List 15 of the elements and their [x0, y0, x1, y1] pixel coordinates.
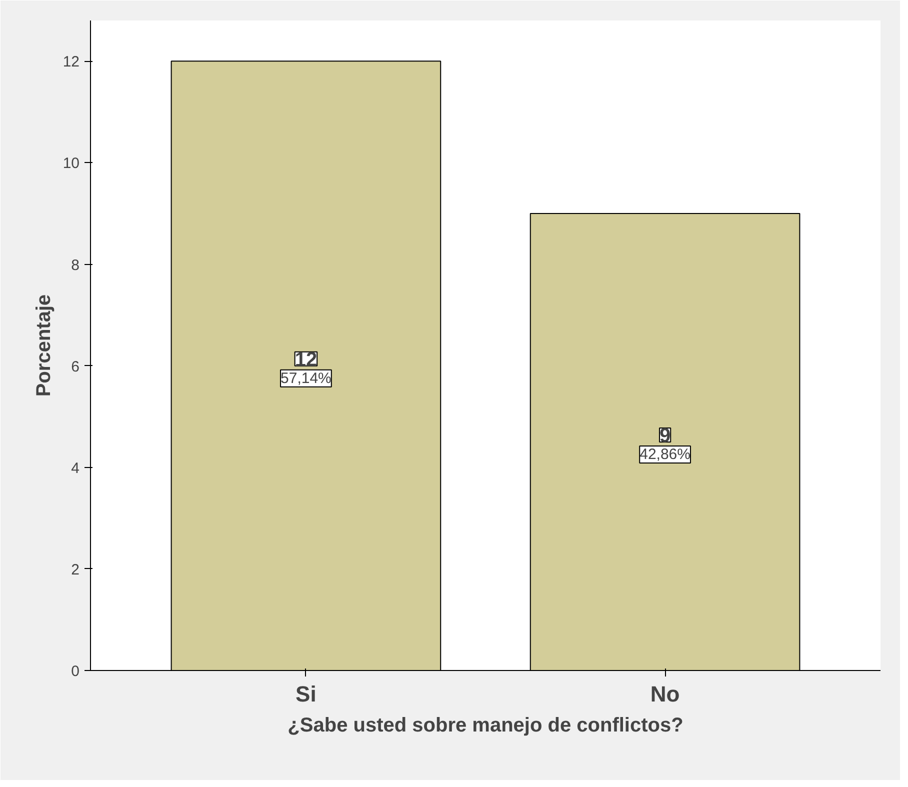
annotation: 42,86% — [640, 446, 690, 463]
data-label: 12 — [294, 348, 318, 371]
data-label: 9 — [659, 424, 671, 447]
x-axis-title: ¿Sabe usted sobre manejo de conflictos? — [288, 714, 684, 736]
y-tick-label: 12 — [62, 54, 80, 71]
y-tick-label: 4 — [71, 460, 80, 477]
y-axis-title: Porcentaje — [32, 294, 55, 397]
y-tick-label: 8 — [71, 256, 80, 274]
x-tick-label: Si — [296, 682, 316, 706]
y-tick-label: 2 — [71, 561, 80, 578]
y-tick-label: 10 — [62, 155, 80, 172]
annotation: 57,14% — [280, 370, 332, 387]
x-tick-label: No — [650, 682, 680, 706]
y-tick-label: 6 — [71, 358, 80, 376]
y-tick-label: 0 — [71, 663, 80, 680]
